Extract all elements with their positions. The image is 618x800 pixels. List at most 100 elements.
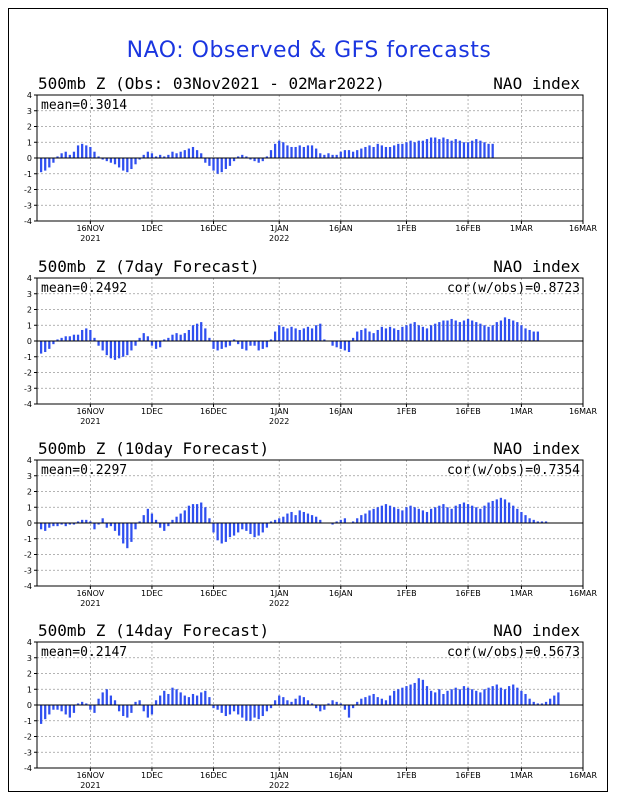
panel-2-bar: [68, 336, 71, 341]
panel-2-bar: [335, 341, 338, 348]
panel-4-x-tick-label: 16DEC: [200, 771, 227, 780]
panel-2-x-tick-sublabel: 2021: [80, 417, 100, 426]
panel-4-title: 500mb Z (14day Forecast): [38, 621, 269, 640]
panel-2-bar: [228, 341, 232, 346]
panel-3-bar: [405, 507, 408, 523]
panel-1-bar: [471, 140, 474, 158]
panel-1-bar: [475, 139, 478, 158]
panel-3-bar: [134, 523, 137, 530]
panel-3-bar: [253, 523, 256, 538]
panel-3-bar: [495, 499, 498, 523]
panel-1-mean-label: mean=0.3014: [41, 98, 127, 113]
panel-2-bar: [269, 339, 273, 341]
panel-4-bar: [97, 698, 100, 705]
panel-4-bar: [409, 684, 412, 705]
panel-4-bar: [421, 679, 425, 705]
panel-4-bar: [401, 687, 404, 705]
panel-4-bar: [524, 693, 527, 705]
panel-2-bar: [331, 341, 334, 346]
panel-4-bar: [290, 701, 293, 705]
panel-2-bar: [503, 317, 507, 341]
panel-1-bar: [130, 158, 133, 170]
panel-3-bar: [413, 507, 416, 523]
panel-1-bar: [372, 146, 375, 158]
panel-1-y-tick-label: -4: [24, 217, 32, 226]
panel-3-bar: [154, 519, 158, 523]
panel-2-bar: [507, 318, 511, 341]
panel-3-bar: [491, 500, 494, 523]
panel-2-bar: [516, 322, 519, 341]
panel-1-bar: [265, 156, 269, 158]
panel-3-bar: [540, 521, 544, 523]
panel-2-bar: [175, 333, 178, 341]
panel-3-bar: [335, 521, 338, 523]
panel-3-bar: [216, 523, 219, 541]
panel-3-bar: [191, 504, 195, 523]
panel-4-bar: [356, 701, 359, 705]
panel-3-bar: [438, 505, 441, 523]
panel-2-bar: [339, 341, 342, 349]
panel-2-bar: [536, 331, 539, 341]
panel-1-bar: [298, 145, 301, 158]
panel-2-y-tick-label: -2: [24, 369, 32, 378]
panel-2-right-title: NAO index: [493, 257, 580, 276]
panel-3-bar: [507, 502, 511, 523]
panel-2-bar: [409, 323, 412, 341]
panel-4-bar: [388, 695, 392, 705]
panel-2-bar: [438, 322, 441, 341]
panel-4-bar: [146, 705, 149, 718]
panel-4-bar: [495, 684, 498, 705]
panel-4-y-tick-label: 0: [27, 701, 32, 710]
panel-2-bar: [294, 328, 297, 341]
panel-4-bar: [458, 689, 461, 705]
panel-3-bar: [294, 515, 297, 523]
panel-1-bar: [323, 154, 326, 158]
figure-frame: [8, 8, 608, 792]
panel-1-bar: [417, 140, 420, 158]
panel-4-bar: [278, 695, 281, 705]
panel-2-bar: [64, 336, 67, 341]
panel-4-bar: [323, 705, 326, 710]
panel-2-bar: [241, 341, 244, 349]
panel-4-bar: [200, 692, 203, 705]
panel-3-bar: [475, 507, 478, 523]
panel-3-bar: [146, 508, 149, 523]
panel-2-bar: [44, 341, 47, 353]
panel-4-bar: [413, 682, 416, 705]
panel-4-bar: [450, 689, 453, 705]
panel-3-bar: [499, 497, 503, 523]
panel-3-bar: [228, 523, 232, 538]
panel-4-bar: [466, 687, 470, 705]
panel-2-y-tick-label: 1: [27, 321, 32, 330]
panel-3-bar: [364, 513, 367, 523]
panel-1-bar: [117, 158, 121, 168]
panel-1-bar: [269, 150, 273, 158]
panel-4-bar: [171, 687, 174, 705]
panel-3-bar: [126, 523, 129, 549]
panel-3-x-tick-label: 16JAN: [329, 589, 353, 598]
panel-3-bar: [39, 523, 43, 530]
panel-3-bar: [113, 523, 117, 531]
panel-1-bar: [315, 148, 318, 158]
panel-4-mean-label: mean=0.2147: [41, 645, 127, 660]
panel-4-bar: [167, 693, 170, 705]
panel-3-bar: [380, 505, 383, 523]
panel-3-bar: [528, 518, 531, 523]
panel-2-bar: [200, 322, 203, 341]
panel-4-bar: [138, 700, 141, 705]
panel-4-bar: [327, 703, 330, 705]
panel-4-y-tick-label: 3: [27, 654, 32, 663]
panel-3-y-tick-label: 4: [27, 456, 32, 465]
panel-3-bar: [249, 523, 252, 535]
panel-2-bar: [290, 326, 293, 341]
panel-1-bar: [224, 158, 227, 170]
panel-2-x-tick-label: 1MAR: [510, 407, 533, 416]
panel-4-y-tick-label: -3: [24, 748, 32, 757]
panel-3-bar: [97, 523, 100, 525]
panel-4-bar: [134, 701, 137, 705]
panel-3-bar: [503, 499, 507, 523]
panel-3-bar: [138, 521, 141, 523]
panel-3-bar: [376, 507, 379, 523]
panel-1-bar: [97, 156, 100, 158]
panel-1-bar: [81, 143, 84, 158]
